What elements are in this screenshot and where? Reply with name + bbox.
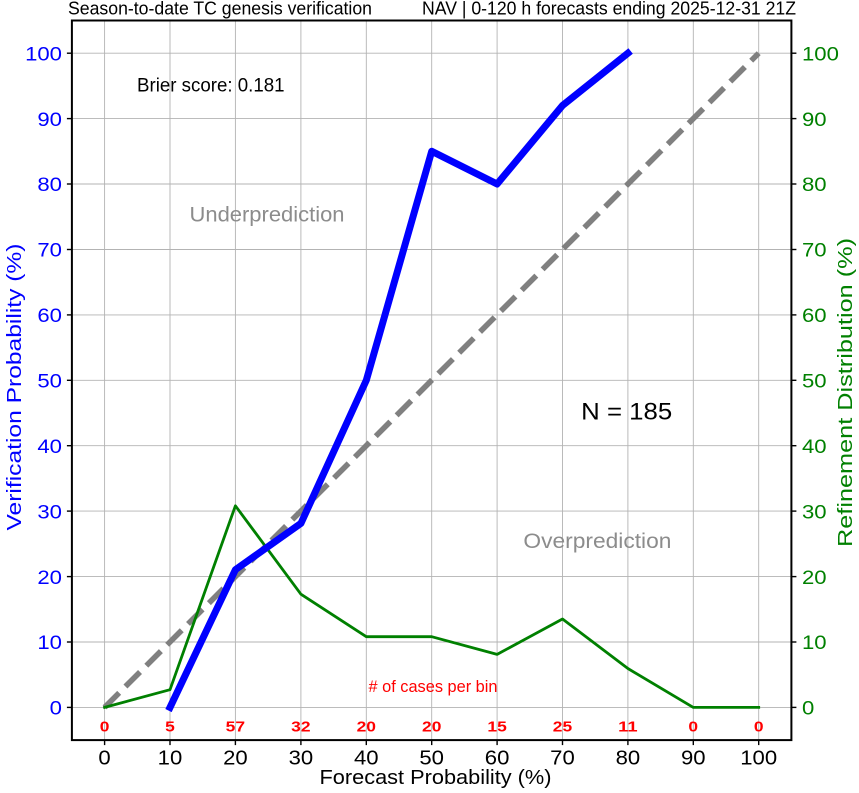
svg-text:20: 20	[357, 719, 376, 735]
svg-text:5: 5	[165, 719, 175, 735]
svg-text:90: 90	[681, 747, 706, 770]
svg-text:Season-to-date TC genesis veri: Season-to-date TC genesis verification	[68, 0, 372, 19]
svg-text:Underprediction: Underprediction	[190, 204, 345, 227]
svg-text:# of cases per bin: # of cases per bin	[369, 678, 498, 696]
svg-text:50: 50	[419, 747, 444, 770]
svg-text:Verification Probability (%): Verification Probability (%)	[4, 244, 26, 531]
svg-text:25: 25	[553, 719, 572, 735]
svg-text:Refinement Distribution (%): Refinement Distribution (%)	[835, 238, 857, 547]
svg-text:0: 0	[98, 747, 110, 770]
svg-text:90: 90	[37, 109, 62, 131]
svg-text:57: 57	[226, 719, 245, 735]
svg-text:Overprediction: Overprediction	[523, 530, 671, 553]
svg-text:NAV | 0-120 h forecasts ending: NAV | 0-120 h forecasts ending 2025-12-3…	[422, 0, 796, 19]
svg-text:30: 30	[289, 747, 314, 770]
svg-text:20: 20	[37, 567, 62, 589]
svg-text:60: 60	[802, 305, 827, 327]
svg-text:10: 10	[158, 747, 183, 770]
svg-text:60: 60	[37, 305, 62, 327]
svg-text:100: 100	[25, 43, 62, 65]
svg-text:10: 10	[802, 632, 827, 654]
svg-text:0: 0	[754, 719, 764, 735]
svg-text:60: 60	[485, 747, 510, 770]
svg-text:80: 80	[37, 174, 62, 196]
svg-text:20: 20	[802, 567, 827, 589]
svg-text:20: 20	[422, 719, 441, 735]
svg-text:30: 30	[802, 501, 827, 523]
svg-text:15: 15	[487, 719, 506, 735]
svg-text:50: 50	[37, 371, 62, 393]
svg-text:0: 0	[802, 698, 814, 720]
svg-text:30: 30	[37, 501, 62, 523]
svg-text:Brier score: 0.181: Brier score: 0.181	[137, 75, 285, 97]
svg-text:100: 100	[740, 747, 777, 770]
svg-text:70: 70	[550, 747, 575, 770]
svg-text:40: 40	[37, 436, 62, 458]
svg-text:80: 80	[616, 747, 641, 770]
svg-text:40: 40	[354, 747, 379, 770]
svg-text:40: 40	[802, 436, 827, 458]
svg-text:0: 0	[50, 698, 62, 720]
svg-text:0: 0	[688, 719, 698, 735]
svg-text:10: 10	[37, 632, 62, 654]
svg-text:90: 90	[802, 109, 827, 131]
svg-text:70: 70	[37, 240, 62, 262]
svg-text:20: 20	[223, 747, 248, 770]
svg-text:80: 80	[802, 174, 827, 196]
svg-text:0: 0	[100, 719, 110, 735]
svg-text:11: 11	[618, 719, 637, 735]
svg-text:32: 32	[291, 719, 310, 735]
svg-text:100: 100	[802, 43, 839, 65]
svg-text:50: 50	[802, 371, 827, 393]
svg-text:N = 185: N = 185	[581, 398, 672, 425]
svg-text:70: 70	[802, 240, 827, 262]
svg-text:Forecast Probability (%): Forecast Probability (%)	[320, 767, 552, 789]
